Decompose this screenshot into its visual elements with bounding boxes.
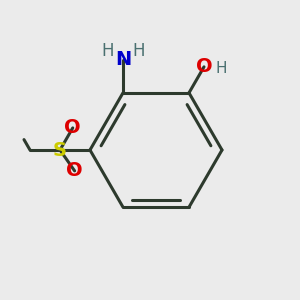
Text: H: H bbox=[216, 61, 227, 76]
Text: O: O bbox=[196, 57, 212, 76]
Text: H: H bbox=[132, 42, 145, 60]
Text: O: O bbox=[64, 118, 81, 137]
Text: N: N bbox=[115, 50, 131, 69]
Text: S: S bbox=[53, 140, 67, 160]
Text: O: O bbox=[66, 161, 83, 180]
Text: H: H bbox=[101, 42, 114, 60]
